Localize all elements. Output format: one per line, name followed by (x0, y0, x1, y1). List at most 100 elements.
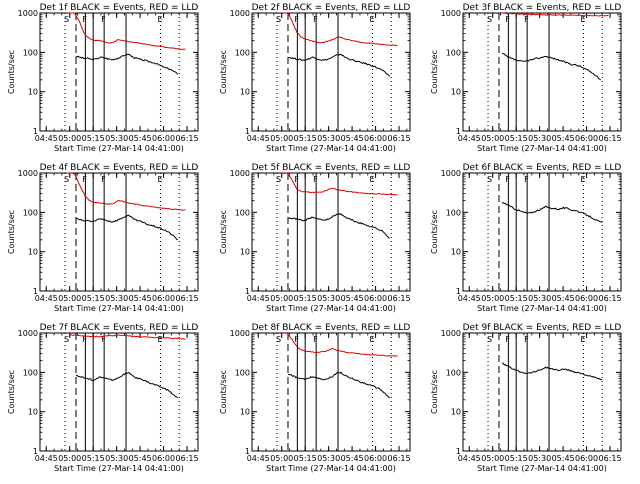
chart-panel: Det 8f BLACK = Events, RED = LLD 1 10 100 10… (219, 323, 411, 473)
y-tick-label: 1000 (18, 9, 38, 18)
x-tick-label: 06:00 (575, 294, 598, 303)
y-tick-label: 1000 (441, 9, 461, 18)
lld-series-line (281, 172, 398, 196)
x-tick-label: 05:30 (317, 294, 340, 303)
y-axis-label: Counts/sec (430, 370, 439, 414)
x-tick-label: 05:00 (481, 134, 504, 143)
x-tick-label: 05:00 (270, 454, 293, 463)
x-tick-label: 05:00 (58, 454, 81, 463)
event-marker-label: S (64, 175, 69, 184)
event-marker-label: S (276, 15, 281, 24)
lld-series-line (498, 12, 609, 17)
x-axis-label: Start Time (27-Mar-14 04:41:00) (266, 304, 396, 313)
x-tick-label: 05:30 (528, 134, 551, 143)
event-marker-label: S (276, 335, 281, 344)
x-tick-label: 06:00 (575, 454, 598, 463)
event-marker-label: S (487, 15, 492, 24)
y-tick-label: 10 (240, 88, 250, 97)
x-tick-label: 06:00 (152, 134, 175, 143)
event-marker-label: F (505, 335, 510, 344)
y-tick-label: 1 (245, 287, 250, 296)
y-tick-label: 100 (23, 48, 38, 57)
x-tick-label: 06:00 (364, 294, 387, 303)
x-tick-label: 05:15 (82, 454, 105, 463)
event-marker-label: E (580, 175, 585, 184)
chart-panel: Det 6f BLACK = Events, RED = LLD 1 10 100 10… (430, 163, 622, 313)
chart-panel: Det 1f BLACK = Events, RED = LLD 1 10 100 10… (7, 3, 199, 153)
lld-series-line (64, 172, 186, 211)
lld-series-line (281, 332, 398, 357)
x-tick-label: 04:45 (35, 134, 58, 143)
x-tick-label: 05:30 (317, 454, 340, 463)
x-tick-label: 06:15 (388, 134, 411, 143)
x-axis-label: Start Time (27-Mar-14 04:41:00) (477, 464, 607, 473)
event-marker-label: E (580, 335, 585, 344)
chart-title: Det 9f BLACK = Events, RED = LLD (463, 323, 622, 333)
y-tick-label: 1 (33, 287, 38, 296)
x-tick-label: 06:15 (176, 454, 199, 463)
event-marker-label: F (101, 335, 106, 344)
chart-title: Det 3f BLACK = Events, RED = LLD (463, 3, 622, 13)
x-tick-label: 05:45 (341, 454, 364, 463)
chart-title: Det 5f BLACK = Events, RED = LLD (252, 163, 411, 173)
x-tick-label: 06:15 (388, 294, 411, 303)
y-axis-label: Counts/sec (7, 50, 16, 94)
y-tick-label: 100 (235, 368, 250, 377)
x-axis-label: Start Time (27-Mar-14 04:41:00) (477, 144, 607, 153)
y-tick-label: 10 (451, 248, 461, 257)
event-marker-label: F (505, 175, 510, 184)
x-tick-label: 05:45 (341, 134, 364, 143)
y-axis-label: Counts/sec (7, 210, 16, 254)
y-tick-label: 1000 (230, 9, 250, 18)
events-series-line (287, 53, 391, 77)
event-marker-label: F (313, 175, 318, 184)
event-marker-label: S (64, 15, 69, 24)
event-marker-label: F (294, 175, 299, 184)
lld-series-line (69, 334, 186, 340)
y-tick-label: 10 (28, 88, 38, 97)
x-tick-label: 05:45 (552, 294, 575, 303)
x-tick-label: 06:00 (364, 454, 387, 463)
y-tick-label: 100 (23, 208, 38, 217)
y-axis-label: Counts/sec (430, 210, 439, 254)
chart-panel: Det 5f BLACK = Events, RED = LLD 1 10 100 10… (219, 163, 411, 313)
y-tick-label: 1 (245, 127, 250, 136)
y-tick-label: 100 (235, 208, 250, 217)
x-tick-label: 06:00 (152, 454, 175, 463)
chart-title: Det 8f BLACK = Events, RED = LLD (252, 323, 411, 333)
event-marker-label: E (157, 175, 162, 184)
plot-frame (462, 12, 622, 132)
x-tick-label: 06:00 (575, 134, 598, 143)
x-tick-label: 05:30 (105, 134, 128, 143)
x-tick-label: 05:45 (129, 454, 152, 463)
x-tick-label: 06:15 (599, 454, 622, 463)
y-tick-label: 10 (28, 248, 38, 257)
y-tick-label: 1 (33, 127, 38, 136)
event-marker-label: F (505, 15, 510, 24)
x-axis-label: Start Time (27-Mar-14 04:41:00) (54, 144, 184, 153)
x-tick-label: 05:30 (105, 294, 128, 303)
lld-series-line (64, 12, 186, 50)
event-marker-label: F (313, 15, 318, 24)
x-tick-label: 05:00 (481, 294, 504, 303)
y-tick-label: 1000 (18, 169, 38, 178)
x-tick-label: 05:15 (294, 294, 317, 303)
y-tick-label: 10 (240, 248, 250, 257)
chart-panel: Det 9f BLACK = Events, RED = LLD 1 10 100 10… (430, 323, 622, 473)
events-series-line (501, 201, 603, 223)
x-tick-label: 05:30 (105, 454, 128, 463)
x-tick-label: 05:45 (341, 294, 364, 303)
x-tick-label: 04:45 (35, 454, 58, 463)
y-tick-label: 10 (28, 408, 38, 417)
x-tick-label: 05:00 (58, 294, 81, 303)
chart-title: Det 1f BLACK = Events, RED = LLD (40, 3, 199, 13)
event-marker-label: F (82, 15, 87, 24)
chart-title: Det 4f BLACK = Events, RED = LLD (40, 163, 199, 173)
x-axis-label: Start Time (27-Mar-14 04:41:00) (54, 304, 184, 313)
chart-panel: Det 2f BLACK = Events, RED = LLD 1 10 100 10… (219, 3, 411, 153)
x-axis-label: Start Time (27-Mar-14 04:41:00) (266, 144, 396, 153)
y-tick-label: 100 (446, 368, 461, 377)
chart-title: Det 6f BLACK = Events, RED = LLD (463, 163, 622, 173)
